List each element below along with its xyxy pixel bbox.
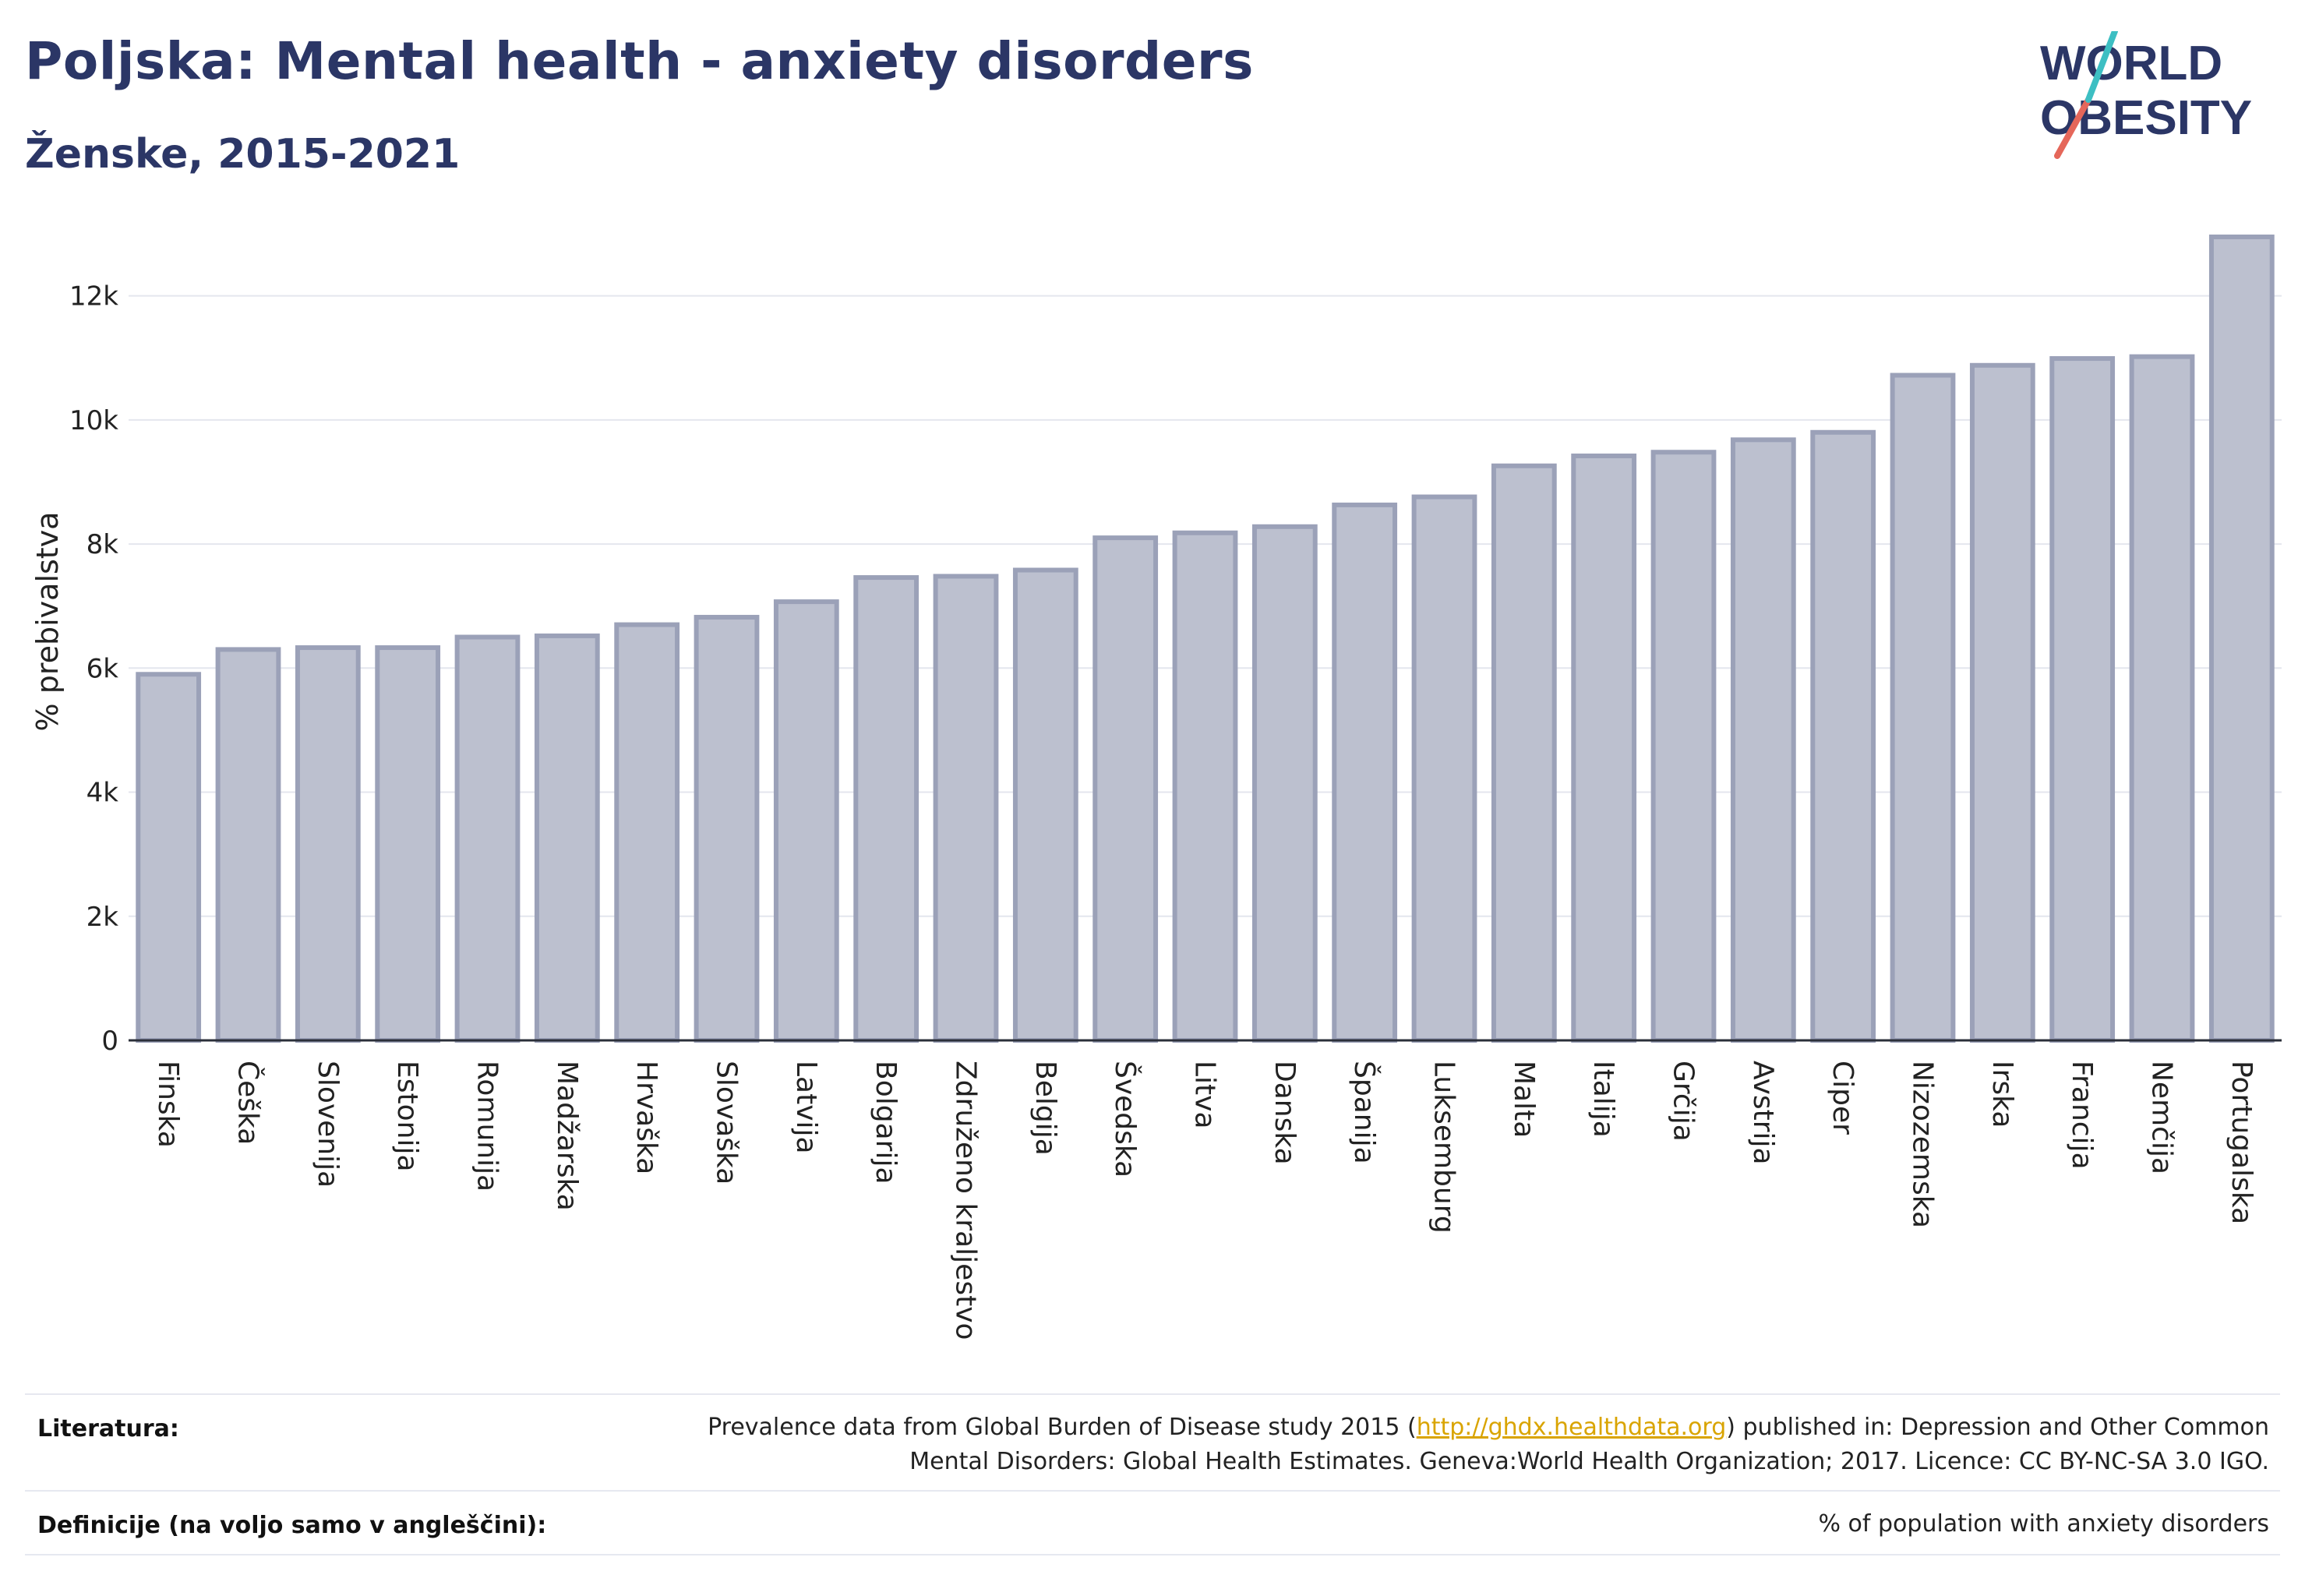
definitions-label: Definicije (na voljo samo v angleščini): <box>37 1512 547 1539</box>
bar <box>1251 524 1318 1043</box>
bar <box>1810 429 1876 1043</box>
bar-chart: 0 2k 4k 6k 8k 10k 12k % prebivalstva Finska Češka… <box>30 234 2282 1340</box>
chart-subtitle: Ženske, 2015-2021 <box>25 131 461 178</box>
bar <box>694 615 760 1043</box>
footer-divider-middle <box>25 1490 2280 1492</box>
y-tick-label: 12k <box>69 281 118 312</box>
bar <box>295 645 361 1043</box>
x-tick-label: Avstrija <box>1747 1061 1779 1165</box>
literature-link[interactable]: http://ghdx.healthdata.org <box>1416 1414 1727 1441</box>
literature-line2: Mental Disorders: Global Health Estimate… <box>909 1448 2269 1475</box>
x-tick-label: Latvija <box>790 1061 822 1154</box>
bar <box>1890 373 1956 1043</box>
world-obesity-logo: WORLD OBESITY <box>2040 31 2252 159</box>
bar <box>1012 567 1078 1043</box>
x-tick-label: Francija <box>2066 1061 2098 1170</box>
y-tick-label: 6k <box>86 653 119 684</box>
bar <box>136 672 202 1043</box>
bar <box>454 634 521 1043</box>
x-tick-label: Madžarska <box>551 1061 583 1211</box>
bar <box>853 575 920 1043</box>
bar <box>773 599 839 1043</box>
x-tick-label: Ciper <box>1827 1061 1858 1135</box>
x-tick-label: Hrvaška <box>630 1061 662 1174</box>
x-tick-label: Slovenija <box>312 1061 344 1188</box>
bar <box>1491 463 1557 1043</box>
x-tick-label: Estonija <box>391 1061 423 1172</box>
bar <box>375 645 441 1043</box>
x-tick-label: Nemčija <box>2146 1061 2178 1174</box>
bar <box>1411 494 1477 1043</box>
chart-title: Poljska: Mental health - anxiety disorde… <box>25 31 1254 91</box>
y-axis-label: % prebivalstva <box>30 512 65 732</box>
bar <box>933 574 999 1043</box>
literature-label: Literatura: <box>37 1415 179 1442</box>
definitions-text: % of population with anxiety disorders <box>1818 1510 2269 1538</box>
x-tick-label: Španija <box>1348 1061 1381 1164</box>
y-tick-label: 10k <box>69 405 118 436</box>
literature-text: Prevalence data from Global Burden of Di… <box>708 1411 2269 1479</box>
x-tick-label: Slovaška <box>711 1061 743 1185</box>
x-tick-label: Luksemburg <box>1428 1061 1460 1234</box>
x-tick-label: Združeno kraljestvo <box>950 1061 982 1340</box>
bar <box>1571 454 1637 1043</box>
x-tick-label: Grčija <box>1668 1061 1700 1142</box>
bar <box>1969 362 2035 1043</box>
bar <box>2129 354 2195 1043</box>
bar <box>534 633 600 1043</box>
bar <box>1730 437 1796 1043</box>
y-tick-label: 2k <box>86 902 119 933</box>
x-tick-label: Romunija <box>471 1061 503 1192</box>
footer-divider-bottom <box>25 1554 2280 1555</box>
logo-slash-red <box>2054 97 2091 159</box>
x-tick-label: Češka <box>232 1061 265 1145</box>
x-tick-label: Bolgarija <box>870 1061 902 1185</box>
x-tick-label: Nizozemska <box>1907 1061 1939 1228</box>
x-tick-label: Švedska <box>1109 1061 1142 1178</box>
bar <box>1650 450 1717 1043</box>
bar <box>1332 502 1398 1043</box>
bar <box>1092 535 1159 1043</box>
literature-pre: Prevalence data from Global Burden of Di… <box>708 1414 1417 1441</box>
x-tick-label: Litva <box>1189 1061 1221 1129</box>
x-tick-label: Danska <box>1269 1061 1301 1165</box>
bar <box>2049 356 2116 1043</box>
logo-slash-teal <box>2085 31 2118 103</box>
y-tick-label: 0 <box>101 1026 118 1057</box>
bar <box>614 622 680 1043</box>
x-tick-label: Belgija <box>1029 1061 1061 1156</box>
y-tick-label: 4k <box>86 778 119 809</box>
logo-line1: WORLD <box>2040 37 2222 90</box>
x-tick-label: Malta <box>1508 1061 1540 1138</box>
x-tick-label: Finska <box>152 1061 184 1148</box>
y-tick-label: 8k <box>86 529 119 560</box>
bar <box>1172 530 1238 1043</box>
x-tick-label: Portugalska <box>2226 1061 2257 1224</box>
bar <box>215 647 281 1043</box>
footer-divider-top <box>25 1393 2280 1395</box>
x-tick-label: Irska <box>1986 1061 2018 1128</box>
x-tick-label: Italija <box>1587 1061 1619 1138</box>
literature-post: ) published in: Depression and Other Com… <box>1726 1414 2269 1441</box>
bar <box>2208 234 2275 1043</box>
